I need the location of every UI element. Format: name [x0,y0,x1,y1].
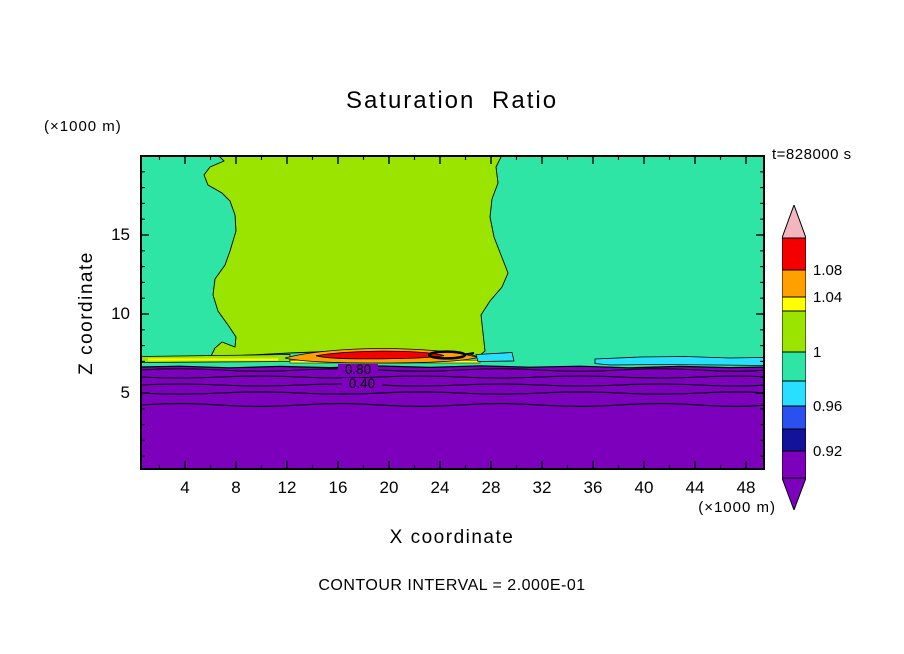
x-tick-label: 48 [736,478,756,497]
contour-label-040: 0.40 [349,376,375,391]
x-tick-label: 44 [685,478,705,497]
colorbar-arrow-bottom [782,477,806,510]
y-tick-label: 5 [120,383,130,402]
x-tick-label: 40 [634,478,654,497]
colorbar-label: 1.08 [813,262,843,279]
stripe-cyan-patch-left [475,352,515,362]
colorbar [782,205,806,510]
stripe-red-core [315,350,445,360]
colorbar-segment [782,296,806,312]
contour-line [140,383,765,387]
x-tick-label: 8 [231,478,241,497]
colorbar-segment [782,405,806,430]
x-axis-title: X coordinate [389,527,515,548]
ground-layer-boundary-contour [140,365,765,369]
chart-title: Saturation Ratio [345,87,559,114]
line-contours [140,368,765,407]
contour-line [140,391,765,395]
contour-plot: 0.80 0.40 [140,155,765,470]
x-tick-label: 24 [430,478,450,497]
contour-line [140,368,765,372]
contour-interval-caption: CONTOUR INTERVAL = 2.000E-01 [318,577,586,594]
contour-line [140,403,765,407]
x-tick-label: 4 [180,478,190,497]
y-axis-units-label: (×1000 m) [44,118,122,135]
x-axis-units-label: (×1000 m) [698,499,776,516]
x-tick-label: 32 [532,478,552,497]
x-tick-label: 12 [277,478,297,497]
colorbar-label: 0.92 [813,443,843,460]
colorbar-segment [782,351,806,382]
contour-label-background [338,364,378,376]
y-tick-label: 10 [111,304,130,323]
ground-layer-fill [140,365,765,470]
colorbar-segment [782,269,806,298]
x-tick-label: 36 [583,478,603,497]
y-tick-label: 15 [111,225,130,244]
colorbar-segment [782,450,806,479]
max-contour-tail [464,352,475,356]
colorbar-label: 0.96 [813,398,843,415]
time-label: t=828000 s [772,146,852,163]
colorbar-arrow-top [782,205,806,239]
contour-label-080: 0.80 [345,362,371,377]
contour-label-background [342,378,382,390]
colorbar-segment [782,380,806,407]
cloud-region-fill [203,155,509,359]
x-tick-label: 16 [328,478,348,497]
x-tick-label: 20 [379,478,399,497]
stripe-yellow-sliver [148,358,278,361]
contour-line [140,375,765,379]
max-contour-outline [427,350,467,360]
colorbar-segment [782,428,806,452]
plot-border [140,155,765,470]
colorbar-label: 1.04 [813,289,843,306]
x-tick-label: 28 [481,478,501,497]
colorbar-segment [782,310,806,353]
colorbar-label: 1 [813,344,822,361]
colorbar-segment [782,237,806,271]
stripe-cyan-patch-right [594,356,765,366]
